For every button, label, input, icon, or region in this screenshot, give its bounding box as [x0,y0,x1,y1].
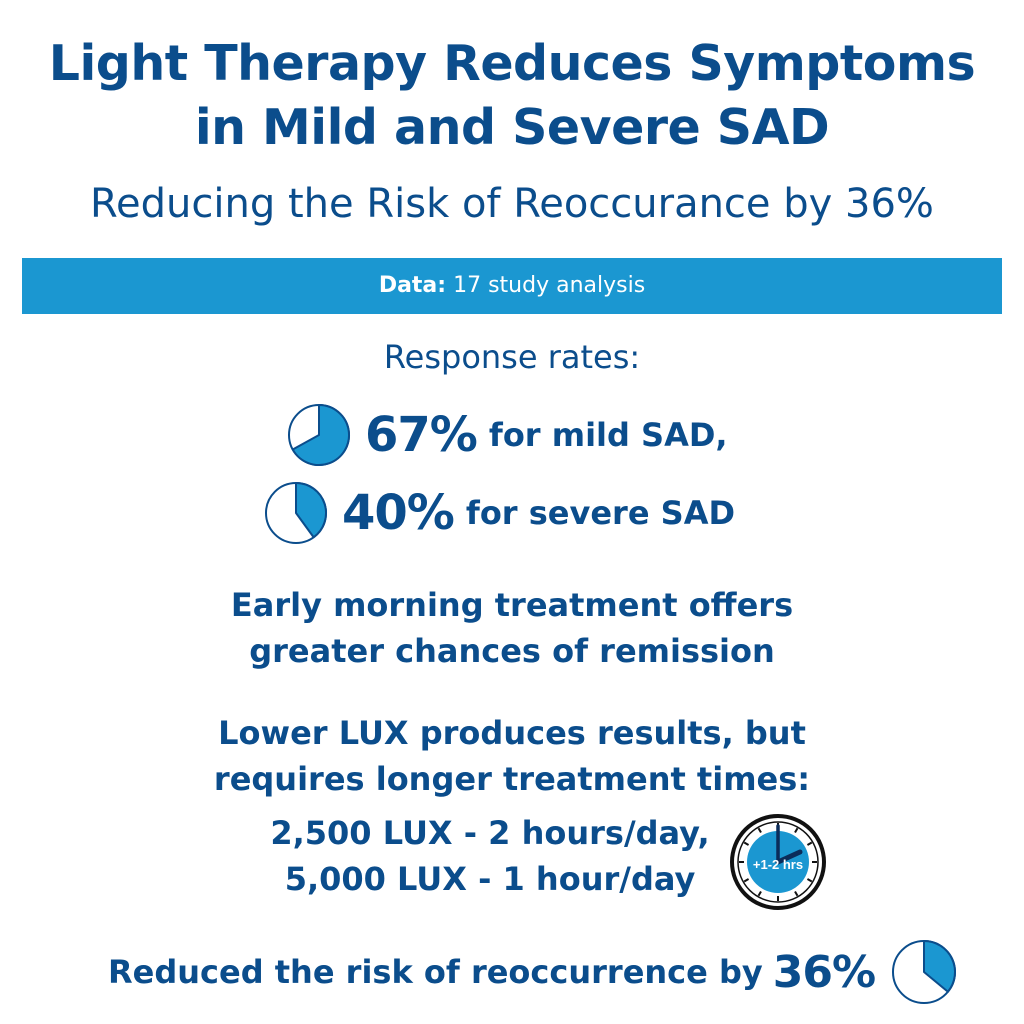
stat-text-severe: for severe SAD [465,494,736,532]
stat-text-mild: for mild SAD, [488,416,728,454]
stat-value-severe: 40% [342,485,455,541]
lux-line-2: requires longer treatment times: [213,760,811,798]
morning-line-1: Early morning treatment offers [230,586,794,624]
stat-value-mild: 67% [365,407,478,463]
clock-icon: +1-2 hrs [730,814,826,910]
page-subtitle: Reducing the Risk of Reoccurance by 36% [90,181,934,227]
pie-chart-icon [288,404,350,466]
recurrence-text: Reduced the risk of reoccurrence by [108,953,763,991]
lux-detail-2: 5,000 LUX - 1 hour/day [284,860,696,898]
lux-line-1: Lower LUX produces results, but [218,714,806,752]
stat-severe-sad: 40% for severe SAD [264,480,735,546]
banner-label: Data: [378,273,447,298]
page-title: Light Therapy Reduces Symptoms in Mild a… [0,32,1024,160]
response-rates-label: Response rates: [383,338,641,376]
recurrence-value: 36% [772,946,876,998]
stat-mild-sad: 67% for mild SAD, [287,402,728,468]
pie-chart-icon [265,482,327,544]
lux-detail-1: 2,500 LUX - 2 hours/day, [270,814,710,852]
lux-requirement-text: Lower LUX produces results, but requires… [0,710,1024,802]
banner-text: 17 study analysis [446,273,646,298]
data-source-banner: Data: 17 study analysis [22,258,1002,314]
clock-label: +1-2 hrs [753,857,803,872]
title-line-1: Light Therapy Reduces Symptoms [48,35,976,92]
lux-detail-text: 2,500 LUX - 2 hours/day, 5,000 LUX - 1 h… [230,810,750,902]
pie-chart-icon [892,940,957,1004]
morning-treatment-text: Early morning treatment offers greater c… [0,582,1024,674]
morning-line-2: greater chances of remission [249,632,775,670]
recurrence-stat: Reduced the risk of reoccurrence by 36% [108,936,957,1008]
title-line-2: in Mild and Severe SAD [194,99,830,156]
